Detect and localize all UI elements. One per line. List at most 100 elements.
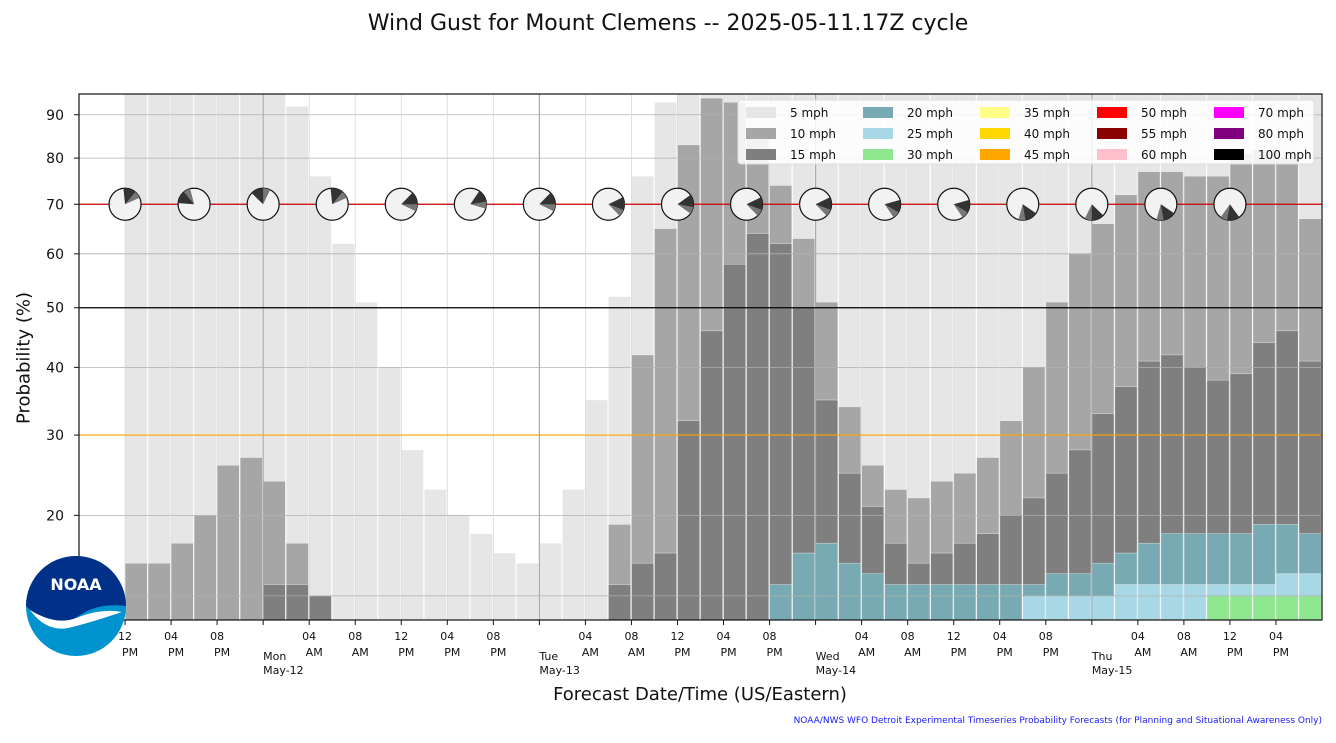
x-ampm-label: PM (214, 646, 230, 659)
y-tick-label: 60 (46, 247, 64, 263)
x-day-label: Tue (538, 650, 558, 663)
bar-20-mph (815, 542, 839, 621)
x-axis-label: Forecast Date/Time (US/Eastern) (553, 684, 847, 705)
x-time-label: 12 (394, 630, 408, 643)
bar-20-mph (976, 584, 1000, 621)
legend-swatch (746, 107, 776, 118)
x-date-label: May-15 (1092, 664, 1133, 677)
marker-wedge-secondary (332, 192, 347, 205)
x-time-label: 04 (302, 630, 316, 643)
bar-25-mph (1137, 584, 1161, 621)
x-time-label: 08 (901, 630, 915, 643)
bar-20-mph (792, 552, 816, 621)
bar-15-mph (631, 562, 654, 621)
x-date-label: May-12 (263, 664, 304, 677)
x-ampm-label: PM (674, 646, 690, 659)
plot-frame (78, 93, 1323, 621)
legend-label: 100 mph (1258, 148, 1312, 162)
wind-direction-marker (384, 187, 418, 221)
logo-gull (30, 610, 122, 629)
y-tick-label: 30 (46, 428, 64, 444)
marker-wedge-secondary (1220, 204, 1230, 221)
y-tick-label: 70 (46, 197, 64, 213)
wind-direction-marker (798, 187, 833, 221)
marker-wedge-secondary (125, 192, 140, 205)
bar-20-mph (861, 573, 885, 621)
x-ampm-label: AM (1180, 646, 1197, 659)
marker-wedge (884, 199, 901, 214)
marker-wedge-secondary (1018, 204, 1026, 221)
x-time-label: 08 (348, 630, 362, 643)
x-time-label: 04 (1131, 630, 1145, 643)
footnote: NOAA/NWS WFO Detroit Experimental Timese… (793, 716, 1322, 726)
noaa-logo: NOAA (26, 556, 126, 656)
legend-swatch (1214, 149, 1244, 160)
bar-15-mph (723, 263, 747, 621)
bar-15-mph (285, 584, 309, 621)
legend-swatch (746, 128, 776, 139)
logo-text: NOAA (50, 575, 102, 594)
wind-direction-marker (108, 187, 142, 221)
bar-5-mph (331, 243, 355, 621)
wind-direction-marker (729, 187, 764, 221)
x-time-label: 04 (1269, 630, 1283, 643)
marker-wedge-secondary (1156, 204, 1164, 221)
legend-label: 10 mph (790, 127, 836, 141)
bar-20-mph (769, 584, 793, 621)
x-ampm-label: PM (997, 646, 1013, 659)
x-ampm-label: AM (1134, 646, 1151, 659)
x-date-label: May-14 (816, 664, 857, 677)
marker-wedge (608, 197, 625, 212)
y-tick-label: 80 (46, 151, 64, 167)
marker-wedge (178, 191, 195, 205)
bar-5-mph (446, 515, 470, 621)
marker-wedge (953, 199, 970, 214)
wind-direction-marker (1075, 187, 1109, 221)
wind-direction-marker (315, 187, 349, 221)
bar-15-mph (308, 595, 332, 621)
bar-15-mph (700, 330, 724, 621)
x-ampm-label: PM (398, 646, 414, 659)
bar-10-mph (124, 562, 148, 621)
bar-5-mph (423, 489, 447, 621)
marker-wedge-secondary (746, 204, 762, 216)
x-ampm-label: PM (444, 646, 460, 659)
bar-25-mph (1114, 584, 1138, 621)
x-time-label: 08 (1177, 630, 1191, 643)
legend-label: 25 mph (907, 127, 953, 141)
x-ampm-label: PM (122, 646, 138, 659)
bar-25-mph (1183, 584, 1207, 621)
wind-direction-marker (937, 187, 971, 221)
marker-wedge (1022, 204, 1036, 221)
x-time-label: 12 (670, 630, 684, 643)
bar-15-mph (608, 584, 631, 621)
x-ampm-label: PM (1227, 646, 1243, 659)
x-time-label: 08 (486, 630, 500, 643)
x-ampm-label: PM (720, 646, 736, 659)
wind-direction-marker (453, 187, 487, 221)
bar-10-mph (170, 542, 194, 621)
legend-swatch (1097, 149, 1127, 160)
bar-5-mph (124, 93, 148, 621)
marker-wedge (401, 192, 418, 206)
wind-direction-marker (868, 187, 902, 221)
legend-swatch (746, 149, 776, 160)
marker-wedge-secondary (815, 204, 831, 216)
legend-label: 60 mph (1141, 148, 1187, 162)
marker-wedge-secondary (884, 204, 899, 218)
marker-wedge (251, 188, 265, 205)
x-ampm-label: PM (766, 646, 782, 659)
legend-swatch (1097, 107, 1127, 118)
x-ampm-label: PM (1273, 646, 1289, 659)
y-tick-label: 40 (46, 360, 64, 376)
x-time-label: 12 (947, 630, 961, 643)
bar-5-mph (308, 175, 332, 621)
marker-wedge (330, 188, 344, 205)
x-ampm-label: PM (1043, 646, 1059, 659)
x-day-label: Mon (263, 650, 286, 663)
legend-label: 35 mph (1024, 106, 1070, 120)
legend-swatch (980, 128, 1010, 139)
marker-wedge-secondary (401, 204, 418, 212)
bar-10-mph (193, 515, 217, 621)
bar-25-mph (1091, 595, 1115, 621)
